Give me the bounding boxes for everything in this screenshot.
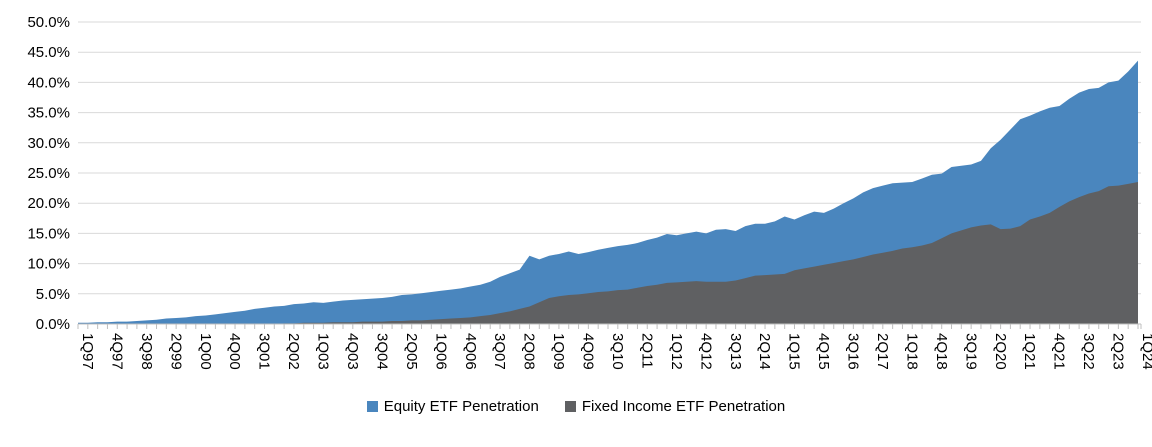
x-axis-label: 1Q21 [1021,333,1038,370]
x-axis-label: 1Q09 [550,333,567,370]
x-axis-label: 3Q98 [138,333,155,370]
x-axis-label: 4Q00 [226,333,243,370]
x-axis-label: 4Q15 [815,333,832,370]
x-axis-label: 3Q13 [727,333,744,370]
x-axis-label: 4Q12 [697,333,714,370]
y-axis-label: 25.0% [27,165,70,182]
x-axis-label: 3Q16 [845,333,862,370]
x-axis-label: 3Q22 [1080,333,1097,370]
x-axis-label: 4Q18 [933,333,950,370]
y-axis-label: 10.0% [27,256,70,273]
x-axis-label: 4Q09 [580,333,597,370]
x-axis-label: 2Q17 [874,333,891,370]
x-axis-label: 2Q20 [992,333,1009,370]
equity-legend-label: Equity ETF Penetration [383,398,539,415]
y-axis-label: 40.0% [27,74,70,91]
x-axis-label: 4Q97 [108,333,125,370]
x-axis-label: 3Q04 [373,333,390,370]
y-axis-label: 5.0% [36,286,70,303]
fixed-income-legend-swatch-icon [564,401,576,412]
y-axis-label: 0.0% [36,316,70,333]
x-axis-label: 3Q07 [491,333,508,370]
x-axis-label: 2Q11 [638,333,655,369]
chart-canvas: 0.0% 5.0% 10.0% 15.0% 20.0% 25.0% 30.0% 35.0% 40… [27,14,1152,370]
x-axis-label: 2Q23 [1110,333,1127,370]
equity-legend-swatch-icon [366,401,378,412]
y-axis-label: 15.0% [27,225,70,242]
y-axis-label: 35.0% [27,105,70,122]
x-axis-label: 1Q15 [786,333,803,370]
legend-item-fixed-income[interactable]: Fixed Income ETF Penetration [564,398,786,415]
y-axis-label: 45.0% [27,44,70,61]
chart-legend: Equity ETF Penetration Fixed Income ETF … [0,399,1152,414]
x-axis-label: 3Q19 [962,333,979,370]
x-axis-label: 2Q08 [521,333,538,370]
x-axis-label: 4Q06 [462,333,479,370]
x-axis-label: 1Q24 [1139,333,1152,370]
x-axis-label: 1Q06 [432,333,449,370]
x-axis-label: 1Q03 [315,333,332,370]
x-axis-label: 3Q01 [256,333,273,370]
x-axis-label: 4Q03 [344,333,361,370]
y-axis-label: 50.0% [27,14,70,31]
x-axis-label: 2Q02 [285,333,302,370]
fixed-income-area-series [78,182,1138,324]
y-axis-label: 20.0% [27,195,70,212]
x-axis-label: 2Q05 [403,333,420,370]
x-axis-label: 3Q10 [609,333,626,370]
x-axis-label: 2Q99 [167,333,184,370]
x-axis-label: 1Q12 [668,333,685,370]
legend-item-equity[interactable]: Equity ETF Penetration [366,398,539,415]
x-axis-label: 2Q14 [756,333,773,370]
x-axis-label: 1Q00 [197,333,214,370]
x-axis-label: 4Q21 [1051,333,1068,370]
y-axis-label: 30.0% [27,135,70,152]
fixed-income-legend-label: Fixed Income ETF Penetration [581,398,786,415]
x-axis-label: 1Q97 [79,333,96,370]
x-axis-label: 1Q18 [903,333,920,370]
